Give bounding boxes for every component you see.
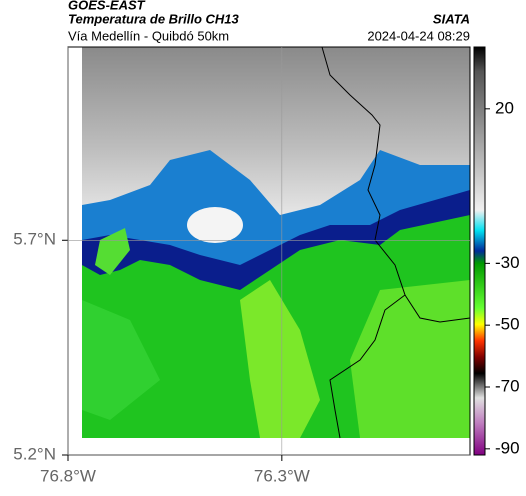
lat-label: 5.2°N xyxy=(13,444,56,463)
organization: SIATA xyxy=(433,11,470,26)
warm-patch xyxy=(95,228,130,275)
cloud-top xyxy=(187,207,243,243)
warm-patch xyxy=(350,280,470,438)
source: GOES-EAST xyxy=(68,0,146,12)
colorbar-label: -50 xyxy=(495,315,520,334)
colorbar xyxy=(473,46,486,456)
warm-patch xyxy=(240,280,320,438)
imagery xyxy=(82,47,470,438)
colorbar-label: -30 xyxy=(495,253,520,272)
colorbar-label: -90 xyxy=(495,438,520,457)
datetime: 2024-04-24 08:29 xyxy=(367,28,470,43)
route: Vía Medellín - Quibdó 50km xyxy=(68,28,229,43)
lon-label: 76.3°W xyxy=(254,466,310,485)
warm-patch xyxy=(82,300,160,420)
lon-label: 76.8°W xyxy=(40,466,96,485)
cloud-top xyxy=(82,47,470,215)
lat-label: 5.7°N xyxy=(13,230,56,249)
title: Temperatura de Brillo CH13 xyxy=(68,11,240,26)
colorbar-label: 20 xyxy=(495,98,514,117)
colorbar-label: -70 xyxy=(495,376,520,395)
border xyxy=(404,294,471,323)
